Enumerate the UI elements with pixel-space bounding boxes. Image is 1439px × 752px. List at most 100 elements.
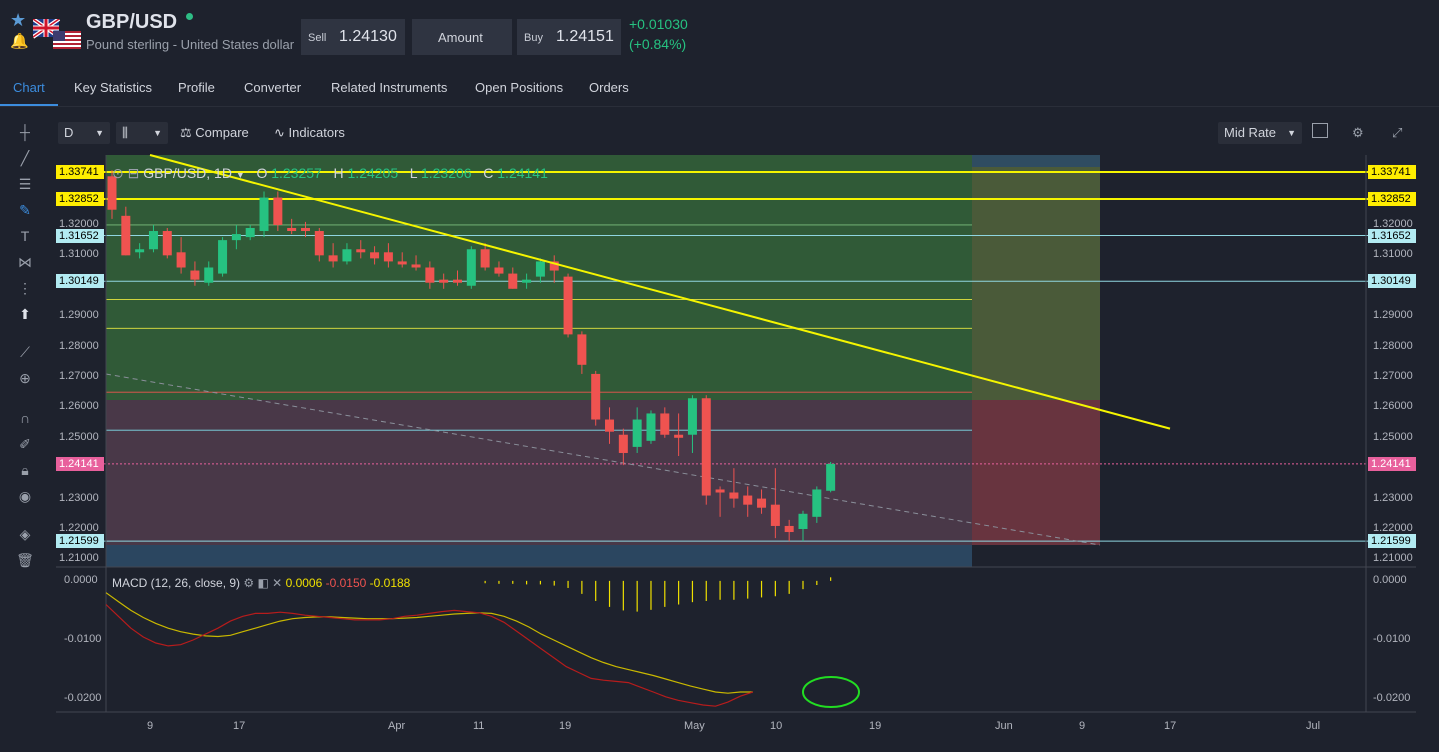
macd-title[interactable]: MACD (12, 26, close, 9) (112, 576, 241, 590)
tab-bar: Chart Key Statistics Profile Converter R… (0, 72, 1439, 107)
drawing-toolbar: ┼ ╱ ☰ ✎ T ⋈ ⋮ ⬆ ⟋ ⊕ ∩ ✐ 🔒︎ ◉ ◈ 🗑︎ (0, 118, 50, 752)
chart-legend: ⊙ ⊟ GBP/USD, 1D ▼ O 1.23257 H 1.24205 L … (112, 165, 548, 183)
candle-body (729, 492, 739, 499)
lower-band-shade (106, 545, 972, 567)
lock-draw-icon[interactable]: ✐ (19, 436, 31, 452)
left-price-tick: 1.23000 (59, 491, 99, 504)
candle-body (577, 334, 587, 365)
right-price-tick: 1.28000 (1373, 339, 1413, 352)
candle-body (701, 398, 711, 496)
legend-collapse-icon[interactable]: ⊙ ⊟ (112, 165, 140, 181)
brush-icon[interactable]: ✎ (19, 202, 31, 218)
legend-open: 1.23257 (271, 165, 322, 181)
candle-body (162, 231, 172, 256)
magnet-icon[interactable]: ∩ (19, 410, 31, 426)
tab-related-instruments[interactable]: Related Instruments (331, 80, 448, 95)
candle-body (176, 252, 186, 268)
price-alert-bell-icon[interactable]: 🔔 (10, 33, 29, 50)
layers-icon[interactable]: ◈ (19, 526, 31, 542)
tab-key-statistics[interactable]: Key Statistics (74, 80, 153, 95)
tab-open-positions[interactable]: Open Positions (475, 80, 564, 95)
interval-select[interactable]: D ▼ (58, 122, 110, 144)
macd-right-tick: -0.0100 (1373, 633, 1411, 645)
candle-body (356, 249, 366, 253)
sell-label: Sell (308, 32, 327, 44)
candle-body (439, 279, 449, 283)
tab-profile[interactable]: Profile (178, 80, 215, 95)
trendline-icon[interactable]: ╱ (20, 150, 30, 166)
candle-body (770, 504, 780, 526)
favorite-star-icon[interactable]: ★ (10, 10, 27, 30)
arrow-up-icon[interactable]: ⬆ (19, 306, 31, 322)
candle-body (370, 252, 380, 259)
pattern-icon[interactable]: ⋈ (18, 254, 32, 270)
left-price-label: 1.33741 (56, 164, 104, 179)
macd-right-tick: -0.0200 (1373, 692, 1411, 705)
tab-orders[interactable]: Orders (589, 80, 629, 95)
candle-body (687, 398, 697, 435)
buy-price: 1.24151 (556, 28, 614, 45)
zoom-in-icon[interactable]: ⊕ (19, 370, 31, 386)
legend-high: 1.24205 (347, 165, 399, 181)
candle-body (411, 264, 421, 268)
ruler-icon[interactable]: ⟋ (20, 344, 30, 360)
text-icon[interactable]: T (20, 228, 30, 244)
rate-mode-select[interactable]: Mid Rate ▼ (1218, 122, 1302, 144)
amount-input[interactable]: Amount (412, 19, 512, 55)
time-tick: Jun (995, 720, 1013, 732)
candle-body (494, 267, 504, 274)
candle-body (397, 261, 407, 265)
chevron-down-icon: ▼ (153, 128, 162, 138)
fib-icon[interactable]: ☰ (18, 176, 32, 192)
candle-body (646, 413, 656, 441)
macd-value: -0.0188 (369, 576, 411, 590)
trash-icon[interactable]: 🗑︎ (16, 552, 34, 568)
compare-button[interactable]: ⚖ Compare (180, 122, 249, 144)
time-tick: Apr (388, 720, 406, 732)
eye-icon[interactable]: ◉ (18, 488, 32, 504)
left-price-label: 1.24141 (56, 456, 104, 471)
right-price-tick: 1.32000 (1373, 217, 1413, 230)
candle-body (784, 525, 794, 533)
fullscreen-icon[interactable]: ⤢ (1392, 125, 1403, 140)
right-price-tick: 1.22000 (1373, 521, 1413, 534)
measure-icon[interactable]: ⋮ (18, 280, 32, 296)
macd-settings-icon[interactable]: ⚙ ◧ ✕ (243, 576, 283, 590)
left-price-tick: 1.31000 (59, 248, 99, 261)
annotation-circle (802, 676, 860, 708)
sell-button[interactable]: Sell 1.24130 (301, 19, 405, 55)
crosshair-icon[interactable]: ┼ (20, 124, 30, 140)
time-tick: 10 (770, 720, 783, 732)
right-price-tick: 1.26000 (1373, 400, 1413, 413)
buy-button[interactable]: Buy 1.24151 (517, 19, 621, 55)
left-price-tick: 1.32000 (59, 217, 99, 230)
legend-title[interactable]: GBP/USD, 1D (143, 165, 232, 181)
screenshot-icon[interactable] (1312, 123, 1328, 138)
legend-low: 1.23206 (420, 165, 472, 181)
tab-converter[interactable]: Converter (244, 80, 302, 95)
candle-body (660, 413, 670, 435)
candle-body (757, 498, 767, 508)
compare-label: Compare (195, 125, 249, 140)
indicators-button[interactable]: ∿ Indicators (274, 122, 345, 144)
target-zone-shade (106, 155, 972, 400)
time-tick: 19 (869, 720, 882, 732)
chart-style-select[interactable]: ⫼ ▼ (116, 122, 168, 144)
candle-body (508, 273, 518, 289)
upper-band-shade (972, 155, 1100, 167)
candle-body (218, 240, 228, 274)
candle-body (107, 176, 117, 210)
left-price-tick: 1.27000 (59, 369, 99, 382)
lock-icon[interactable]: 🔒︎ (21, 462, 29, 478)
candle-body (563, 276, 573, 335)
legend-high-label: H (333, 165, 344, 181)
candle-body (190, 270, 200, 280)
candle-body (287, 227, 297, 232)
interval-value: D (64, 125, 74, 140)
right-price-tick: 1.29000 (1373, 309, 1413, 322)
candle-body (342, 249, 352, 262)
candle-body (148, 231, 158, 250)
tab-chart[interactable]: Chart (13, 80, 45, 95)
gear-icon[interactable]: ⚙ (1352, 125, 1364, 140)
